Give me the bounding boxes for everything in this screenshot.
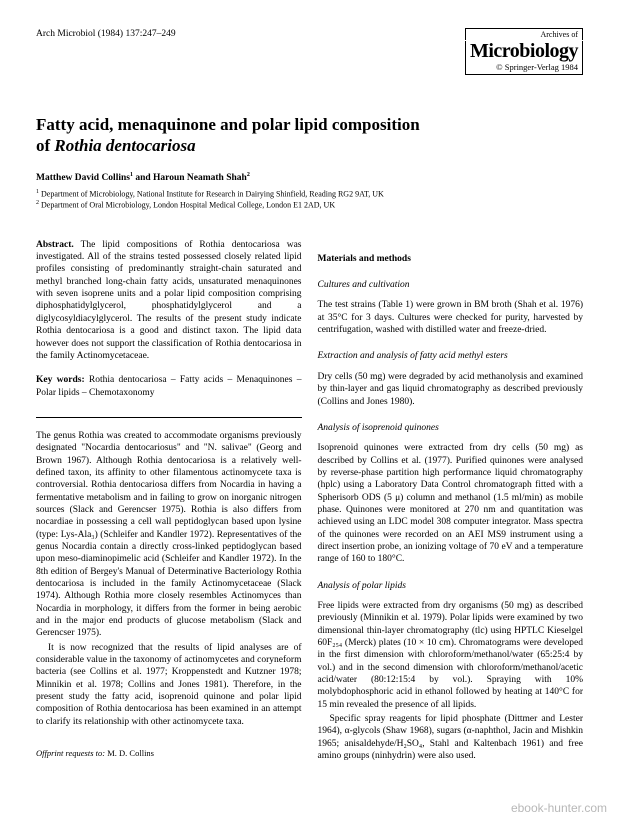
polar-lipids-heading: Analysis of polar lipids [318,580,584,592]
journal-name: Microbiology [465,41,583,61]
authors-and: and [133,173,153,183]
article-title: Fatty acid, menaquinone and polar lipid … [36,115,583,156]
intro-p1: The genus Rothia was created to accommod… [36,430,302,640]
quinones-text: Isoprenoid quinones were extracted from … [318,442,584,565]
offprint-name: M. D. Collins [105,748,154,758]
left-column: Abstract. The lipid compositions of Roth… [36,239,302,765]
title-species: Rothia dentocariosa [54,136,195,155]
intro-p2: It is now recognized that the results of… [36,642,302,728]
cultures-text: The test strains (Table 1) were grown in… [318,299,584,336]
journal-reference: Arch Microbiol (1984) 137:247–249 [36,28,176,40]
keywords-label: Key words: [36,375,85,385]
title-line2-prefix: of [36,136,54,155]
watermark: ebook-hunter.com [511,801,607,817]
affiliations: 1 Department of Microbiology, National I… [36,189,583,211]
methods-heading: Materials and methods [318,253,584,265]
abstract-text: The lipid compositions of Rothia dentoca… [36,240,302,361]
keywords: Key words: Rothia dentocariosa – Fatty a… [36,374,302,399]
copyright: © Springer-Verlag 1984 [465,61,583,75]
polar-lipids-p2: Specific spray reagents for lipid phosph… [318,713,584,762]
aff1-num: 1 [36,189,39,195]
right-column: Materials and methods Cultures and culti… [318,239,584,765]
abstract-paragraph: Abstract. The lipid compositions of Roth… [36,239,302,362]
archives-of-label: Archives of [465,28,583,40]
fatty-acid-text: Dry cells (50 mg) were degraded by acid … [318,371,584,408]
abstract-label: Abstract. [36,240,74,250]
journal-box: Archives of Microbiology © Springer-Verl… [465,28,583,75]
affiliation1: Department of Microbiology, National Ins… [41,189,384,198]
author2-sup: 2 [247,172,250,178]
affiliation2: Department of Oral Microbiology, London … [41,200,335,209]
author2: Haroun Neamath Shah [153,173,247,183]
authors: Matthew David Collins1 and Haroun Neamat… [36,172,583,185]
title-line1: Fatty acid, menaquinone and polar lipid … [36,115,420,134]
divider [36,417,302,418]
aff2-num: 2 [36,200,39,206]
polar-lipids-p1: Free lipids were extracted from dry orga… [318,600,584,711]
fatty-acid-heading: Extraction and analysis of fatty acid me… [318,350,584,362]
offprint: Offprint requests to: M. D. Collins [36,748,302,759]
offprint-label: Offprint requests to: [36,748,105,758]
quinones-heading: Analysis of isoprenoid quinones [318,422,584,434]
cultures-heading: Cultures and cultivation [318,279,584,291]
author1: Matthew David Collins [36,173,130,183]
